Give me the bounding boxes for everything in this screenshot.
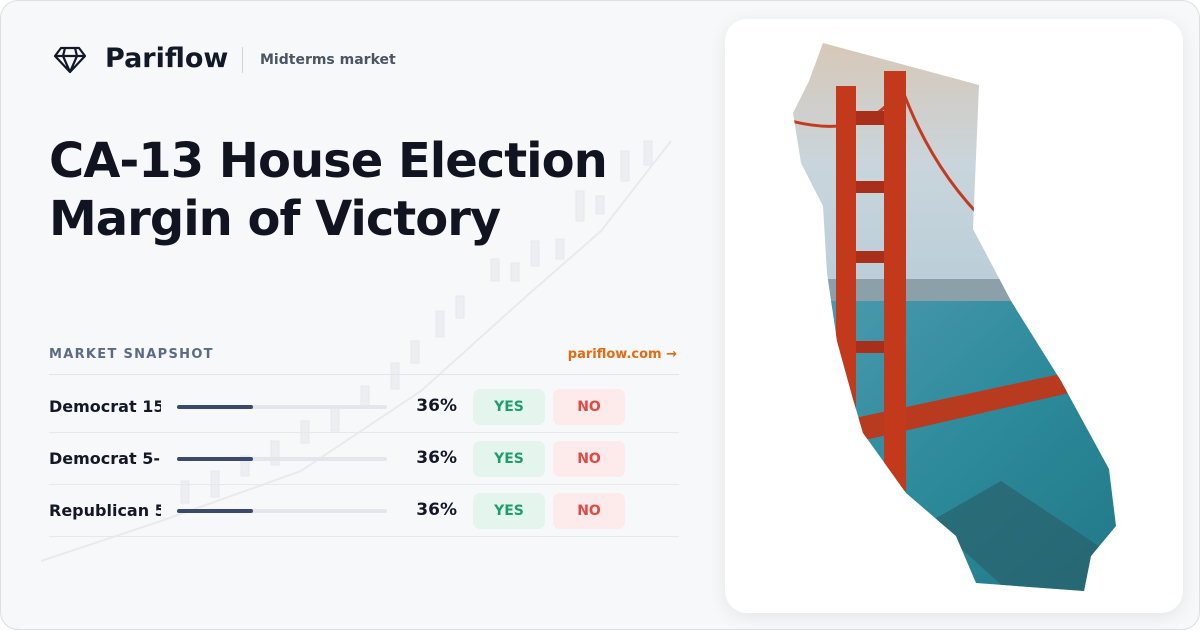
row-separator (49, 484, 679, 485)
yes-button[interactable]: YES (473, 389, 545, 425)
image-panel (725, 19, 1183, 613)
rule (49, 374, 679, 375)
no-button[interactable]: NO (553, 441, 625, 477)
probability-track (177, 457, 387, 461)
title-line: CA-13 House Election (49, 133, 608, 189)
probability-bar (177, 509, 253, 513)
tag: Midterms market (260, 52, 396, 68)
market-row: Democrat 5-1 36% YES NO (49, 433, 679, 485)
probability-label: 36% (416, 500, 457, 520)
no-button[interactable]: NO (553, 493, 625, 529)
outcome-name: Democrat 15- (49, 397, 161, 416)
title-line: Margin of Victory (49, 191, 501, 247)
probability-label: 36% (416, 448, 457, 468)
background-chart (40, 140, 672, 562)
row-separator (49, 432, 679, 433)
market-row: Democrat 15- 36% YES NO (49, 381, 679, 433)
probability-track (177, 509, 387, 513)
divider (242, 47, 243, 73)
probability-bar (177, 405, 253, 409)
outcome-name: Democrat 5-1 (49, 449, 161, 468)
outcome-name: Republican 5 (49, 501, 161, 520)
yes-button[interactable]: YES (473, 493, 545, 529)
probability-label: 36% (416, 396, 457, 416)
site-link[interactable]: pariflow.com → (567, 347, 677, 362)
market-row: Republican 5 36% YES NO (49, 485, 679, 537)
probability-bar (177, 457, 253, 461)
brand: Pariflow (105, 43, 229, 74)
snapshot-label: MARKET SNAPSHOT (49, 347, 214, 362)
row-separator (49, 536, 679, 537)
probability-track (177, 405, 387, 409)
logo-icon (53, 46, 87, 74)
california-photo (793, 43, 1116, 591)
no-button[interactable]: NO (553, 389, 625, 425)
yes-button[interactable]: YES (473, 441, 545, 477)
